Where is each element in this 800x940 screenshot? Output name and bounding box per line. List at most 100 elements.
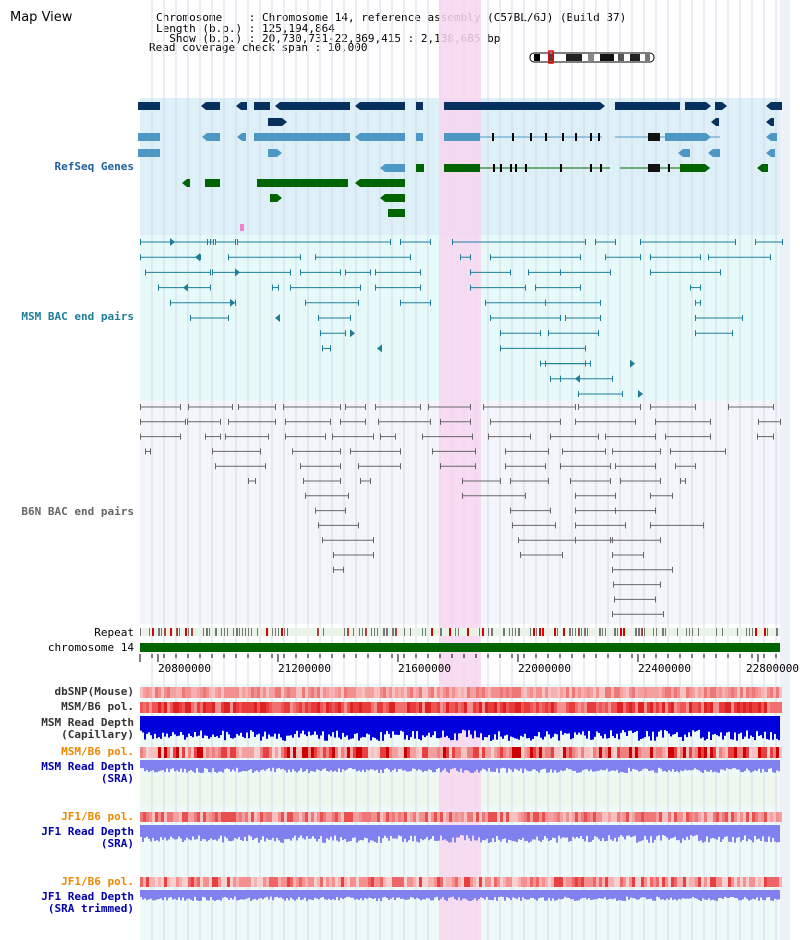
- refseq-gene[interactable]: [138, 102, 160, 110]
- bac-end-pair[interactable]: [520, 552, 563, 558]
- bac-end-pair[interactable]: [290, 284, 361, 291]
- bac-end-pair[interactable]: [505, 448, 549, 455]
- refseq-gene[interactable]: [678, 149, 690, 157]
- bac-end-pair[interactable]: [488, 433, 531, 440]
- bac-end-pair[interactable]: [333, 566, 344, 573]
- bac-end-pair[interactable]: [578, 391, 623, 397]
- refseq-gene[interactable]: [237, 133, 246, 141]
- refseq-gene[interactable]: [766, 149, 775, 157]
- bac-end-pair[interactable]: [225, 433, 269, 440]
- bac-end-pair[interactable]: [680, 478, 686, 484]
- refseq-gene[interactable]: [648, 133, 660, 141]
- bac-end-pair[interactable]: [322, 345, 331, 352]
- bac-end-pair[interactable]: [470, 284, 526, 291]
- bac-end-pair[interactable]: [490, 254, 581, 261]
- bac-end-pair[interactable]: [375, 284, 421, 291]
- bac-end-pair[interactable]: [428, 404, 471, 410]
- refseq-gene[interactable]: [268, 118, 287, 126]
- refseq-gene[interactable]: [685, 102, 711, 110]
- refseq-gene[interactable]: [416, 102, 423, 110]
- bac-end-pair[interactable]: [248, 478, 256, 484]
- bac-end-pair[interactable]: [380, 433, 396, 440]
- bac-end-pair[interactable]: [614, 596, 656, 603]
- bac-end-pair[interactable]: [432, 448, 476, 455]
- bac-end-pair[interactable]: [237, 239, 391, 245]
- refseq-gene[interactable]: [766, 133, 777, 141]
- bac-end-pair[interactable]: [612, 448, 661, 455]
- bac-end-pair[interactable]: [615, 463, 656, 470]
- bac-end-pair[interactable]: [360, 478, 371, 484]
- bac-end-pair[interactable]: [190, 315, 229, 321]
- bac-end-pair[interactable]: [562, 448, 606, 455]
- bac-end-pair[interactable]: [757, 433, 774, 440]
- bac-end-pair[interactable]: [708, 254, 771, 261]
- refseq-gene[interactable]: [615, 102, 680, 110]
- bac-end-pair[interactable]: [650, 522, 704, 529]
- bac-end-pair[interactable]: [300, 463, 341, 470]
- bac-end-pair[interactable]: [650, 269, 721, 276]
- refseq-gene[interactable]: [254, 133, 350, 141]
- refseq-gene[interactable]: [416, 133, 423, 141]
- bac-end-pair[interactable]: [505, 463, 546, 470]
- bac-end-pair[interactable]: [483, 404, 576, 410]
- bac-end-pair[interactable]: [400, 239, 431, 245]
- refseq-gene[interactable]: [138, 133, 160, 141]
- refseq-gene[interactable]: [648, 164, 660, 172]
- bac-end-pair[interactable]: [575, 522, 626, 529]
- bac-end-pair[interactable]: [758, 418, 781, 425]
- bac-end-pair[interactable]: [422, 433, 473, 440]
- refseq-gene[interactable]: [766, 118, 774, 126]
- refseq-gene[interactable]: [202, 133, 220, 141]
- bac-end-pair[interactable]: [228, 418, 276, 425]
- refseq-gene[interactable]: [444, 102, 605, 110]
- bac-end-pair[interactable]: [140, 418, 186, 425]
- bac-end-pair[interactable]: [510, 507, 551, 514]
- bac-end-pair[interactable]: [187, 418, 221, 425]
- refseq-gene[interactable]: [380, 194, 405, 202]
- bac-end-pair[interactable]: [318, 522, 359, 529]
- refseq-gene[interactable]: [257, 179, 348, 187]
- bac-end-pair[interactable]: [655, 418, 711, 425]
- bac-end-pair[interactable]: [460, 254, 471, 261]
- bac-end-pair[interactable]: [332, 433, 374, 440]
- bac-end-pair[interactable]: [315, 254, 411, 261]
- bac-end-pair[interactable]: [188, 404, 233, 410]
- bac-end-pair[interactable]: [462, 478, 501, 484]
- bac-end-pair[interactable]: [322, 537, 374, 544]
- bac-end-pair[interactable]: [215, 239, 236, 245]
- bac-end-pair[interactable]: [452, 239, 586, 245]
- bac-end-pair[interactable]: [207, 239, 214, 245]
- bac-end-pair[interactable]: [560, 463, 611, 470]
- bac-end-pair[interactable]: [305, 492, 349, 499]
- bac-end-pair[interactable]: [650, 404, 696, 410]
- refseq-gene[interactable]: [766, 102, 782, 110]
- bac-end-pair[interactable]: [670, 448, 726, 455]
- bac-end-pair[interactable]: [470, 269, 511, 276]
- bac-end-pair[interactable]: [170, 299, 236, 306]
- refseq-gene[interactable]: [416, 164, 424, 172]
- bac-end-pair[interactable]: [550, 433, 599, 440]
- bac-end-pair[interactable]: [350, 448, 401, 455]
- bac-end-pair[interactable]: [575, 492, 616, 499]
- bac-end-pair[interactable]: [285, 418, 331, 425]
- bac-end-pair[interactable]: [650, 254, 701, 261]
- bac-end-pair[interactable]: [140, 433, 181, 440]
- bac-end-pair[interactable]: [378, 418, 431, 425]
- refseq-gene[interactable]: [201, 102, 220, 110]
- bac-end-pair[interactable]: [400, 299, 431, 306]
- bac-end-pair[interactable]: [215, 463, 266, 470]
- bac-end-pair[interactable]: [605, 254, 641, 261]
- refseq-gene[interactable]: [444, 133, 480, 141]
- bac-end-pair[interactable]: [610, 537, 661, 544]
- bac-end-pair[interactable]: [292, 448, 341, 455]
- bac-end-pair[interactable]: [140, 404, 181, 410]
- bac-end-pair[interactable]: [570, 478, 611, 484]
- refseq-gene[interactable]: [665, 133, 711, 141]
- bac-end-pair[interactable]: [440, 463, 476, 470]
- bac-end-pair[interactable]: [605, 433, 656, 440]
- bac-end-pair[interactable]: [578, 404, 641, 410]
- bac-end-pair[interactable]: [500, 330, 541, 337]
- bac-end-pair[interactable]: [238, 404, 276, 410]
- bac-end-pair[interactable]: [640, 239, 736, 245]
- bac-end-pair[interactable]: [755, 239, 783, 245]
